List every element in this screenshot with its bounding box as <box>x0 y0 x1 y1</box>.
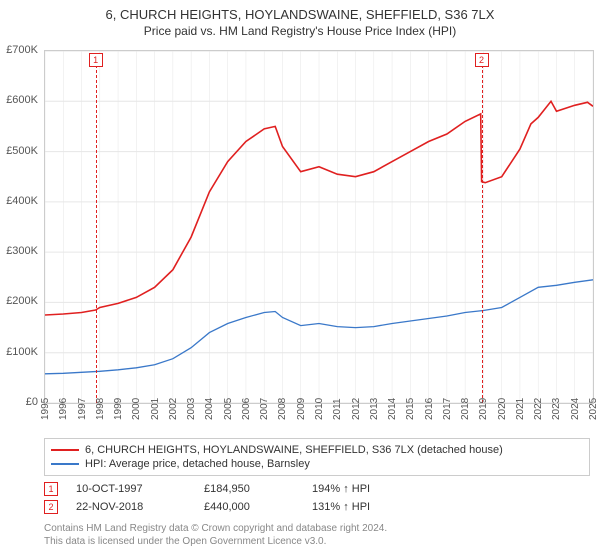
legend-swatch-series-1 <box>51 463 79 465</box>
legend: 6, CHURCH HEIGHTS, HOYLANDSWAINE, SHEFFI… <box>44 438 590 476</box>
sale-marker-1: 1 <box>44 482 58 496</box>
sale-marker-2: 2 <box>44 500 58 514</box>
x-tick-label: 2000 <box>131 398 142 420</box>
x-tick-label: 2012 <box>351 398 362 420</box>
x-tick-label: 2014 <box>387 398 398 420</box>
x-tick-label: 2007 <box>259 398 270 420</box>
x-tick-label: 2015 <box>405 398 416 420</box>
x-tick-label: 2022 <box>533 398 544 420</box>
x-tick-label: 2009 <box>296 398 307 420</box>
y-tick-label: £400K <box>6 195 38 207</box>
sale-date: 10-OCT-1997 <box>76 483 186 495</box>
x-tick-label: 1997 <box>77 398 88 420</box>
marker-badge-1: 1 <box>89 53 103 67</box>
x-tick-label: 1996 <box>58 398 69 420</box>
footnote: Contains HM Land Registry data © Crown c… <box>44 522 590 548</box>
chart-title-line1: 6, CHURCH HEIGHTS, HOYLANDSWAINE, SHEFFI… <box>0 0 600 24</box>
x-tick-label: 2001 <box>150 398 161 420</box>
x-tick-label: 2018 <box>460 398 471 420</box>
chart-title-line2: Price paid vs. HM Land Registry's House … <box>0 24 600 38</box>
marker-line-1 <box>96 65 97 403</box>
y-tick-label: £100K <box>6 346 38 358</box>
legend-item: 6, CHURCH HEIGHTS, HOYLANDSWAINE, SHEFFI… <box>51 443 583 457</box>
x-tick-label: 1995 <box>40 398 51 420</box>
legend-swatch-series-0 <box>51 449 79 451</box>
x-tick-label: 1999 <box>113 398 124 420</box>
x-tick-label: 2025 <box>588 398 599 420</box>
sale-row: 2 22-NOV-2018 £440,000 131% ↑ HPI <box>44 498 590 516</box>
y-tick-label: £500K <box>6 145 38 157</box>
x-tick-label: 2021 <box>515 398 526 420</box>
legend-label-series-0: 6, CHURCH HEIGHTS, HOYLANDSWAINE, SHEFFI… <box>85 444 503 456</box>
legend-item: HPI: Average price, detached house, Barn… <box>51 457 583 471</box>
x-axis: 1995199619971998199920002001200220032004… <box>44 404 592 434</box>
x-tick-label: 2006 <box>241 398 252 420</box>
x-tick-label: 2016 <box>424 398 435 420</box>
y-axis: £0£100K£200K£300K£400K£500K£600K£700K <box>0 50 42 402</box>
x-tick-label: 2020 <box>497 398 508 420</box>
footnote-line1: Contains HM Land Registry data © Crown c… <box>44 522 590 535</box>
x-tick-label: 2004 <box>204 398 215 420</box>
footnote-line2: This data is licensed under the Open Gov… <box>44 535 590 548</box>
x-tick-label: 2005 <box>223 398 234 420</box>
x-tick-label: 2010 <box>314 398 325 420</box>
sale-price: £184,950 <box>204 483 294 495</box>
x-tick-label: 2003 <box>186 398 197 420</box>
marker-line-2 <box>482 65 483 403</box>
x-tick-label: 2011 <box>332 398 343 420</box>
x-tick-label: 1998 <box>95 398 106 420</box>
y-tick-label: £200K <box>6 295 38 307</box>
x-tick-label: 2023 <box>551 398 562 420</box>
sale-price: £440,000 <box>204 501 294 513</box>
legend-label-series-1: HPI: Average price, detached house, Barn… <box>85 458 310 470</box>
x-tick-label: 2024 <box>570 398 581 420</box>
y-tick-label: £0 <box>26 396 38 408</box>
sale-diff: 131% ↑ HPI <box>312 501 370 513</box>
chart-svg <box>45 51 593 403</box>
x-tick-label: 2008 <box>277 398 288 420</box>
x-tick-label: 2002 <box>168 398 179 420</box>
y-tick-label: £600K <box>6 94 38 106</box>
y-tick-label: £300K <box>6 245 38 257</box>
sale-date: 22-NOV-2018 <box>76 501 186 513</box>
x-tick-label: 2017 <box>442 398 453 420</box>
x-tick-label: 2013 <box>369 398 380 420</box>
marker-badge-2: 2 <box>475 53 489 67</box>
y-tick-label: £700K <box>6 44 38 56</box>
sale-row: 1 10-OCT-1997 £184,950 194% ↑ HPI <box>44 480 590 498</box>
x-tick-label: 2019 <box>478 398 489 420</box>
sales-table: 1 10-OCT-1997 £184,950 194% ↑ HPI 2 22-N… <box>44 480 590 516</box>
sale-diff: 194% ↑ HPI <box>312 483 370 495</box>
chart-plot-area: 12 <box>44 50 594 404</box>
